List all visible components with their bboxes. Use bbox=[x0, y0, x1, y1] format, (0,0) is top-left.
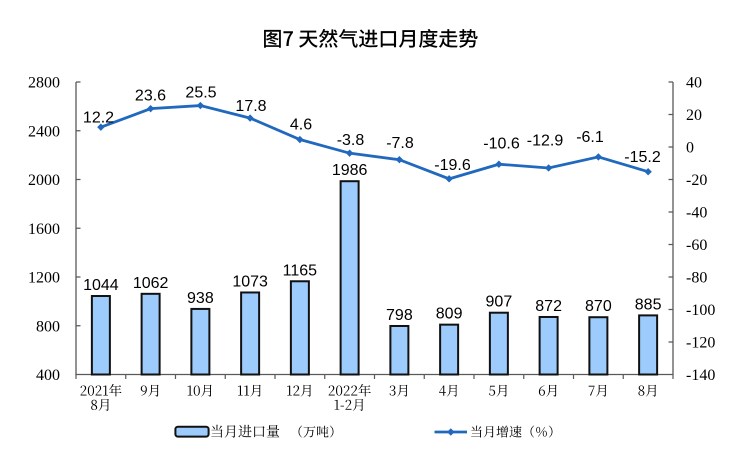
svg-text:0: 0 bbox=[686, 140, 694, 157]
svg-text:-7.8: -7.8 bbox=[386, 135, 414, 152]
svg-text:-60: -60 bbox=[686, 237, 707, 254]
svg-text:870: 870 bbox=[585, 298, 612, 315]
svg-text:1044: 1044 bbox=[83, 277, 119, 294]
svg-text:1986: 1986 bbox=[332, 162, 368, 179]
svg-text:4.6: 4.6 bbox=[290, 117, 312, 134]
svg-text:-120: -120 bbox=[686, 335, 715, 352]
svg-text:-140: -140 bbox=[686, 367, 715, 384]
svg-text:-10.6: -10.6 bbox=[483, 136, 520, 153]
svg-text:40: 40 bbox=[686, 75, 702, 92]
svg-text:20: 20 bbox=[686, 107, 702, 124]
svg-text:-15.2: -15.2 bbox=[624, 149, 661, 166]
svg-text:400: 400 bbox=[36, 367, 60, 384]
svg-text:25.5: 25.5 bbox=[185, 85, 216, 102]
svg-text:907: 907 bbox=[486, 294, 513, 311]
svg-text:938: 938 bbox=[187, 290, 214, 307]
svg-text:2400: 2400 bbox=[28, 123, 60, 140]
svg-text:1200: 1200 bbox=[28, 270, 60, 287]
svg-text:1165: 1165 bbox=[283, 262, 318, 279]
svg-text:1062: 1062 bbox=[133, 275, 169, 292]
svg-text:872: 872 bbox=[535, 298, 562, 315]
svg-text:-100: -100 bbox=[686, 302, 715, 319]
svg-text:23.6: 23.6 bbox=[135, 88, 166, 105]
svg-text:1073: 1073 bbox=[232, 273, 268, 290]
svg-text:2000: 2000 bbox=[28, 172, 60, 189]
svg-text:2800: 2800 bbox=[28, 75, 60, 92]
svg-text:-40: -40 bbox=[686, 205, 707, 222]
svg-text:-20: -20 bbox=[686, 172, 707, 189]
svg-text:-19.6: -19.6 bbox=[434, 157, 471, 174]
svg-text:-80: -80 bbox=[686, 270, 707, 287]
svg-text:-3.8: -3.8 bbox=[337, 132, 365, 149]
svg-text:809: 809 bbox=[436, 306, 463, 323]
svg-text:1600: 1600 bbox=[28, 221, 60, 238]
svg-text:800: 800 bbox=[36, 318, 60, 335]
svg-text:798: 798 bbox=[386, 307, 413, 324]
svg-text:-6.1: -6.1 bbox=[576, 129, 604, 146]
svg-text:17.8: 17.8 bbox=[235, 98, 266, 115]
svg-text:885: 885 bbox=[635, 296, 662, 313]
svg-text:12.2: 12.2 bbox=[83, 110, 114, 127]
svg-text:-12.9: -12.9 bbox=[527, 133, 564, 150]
